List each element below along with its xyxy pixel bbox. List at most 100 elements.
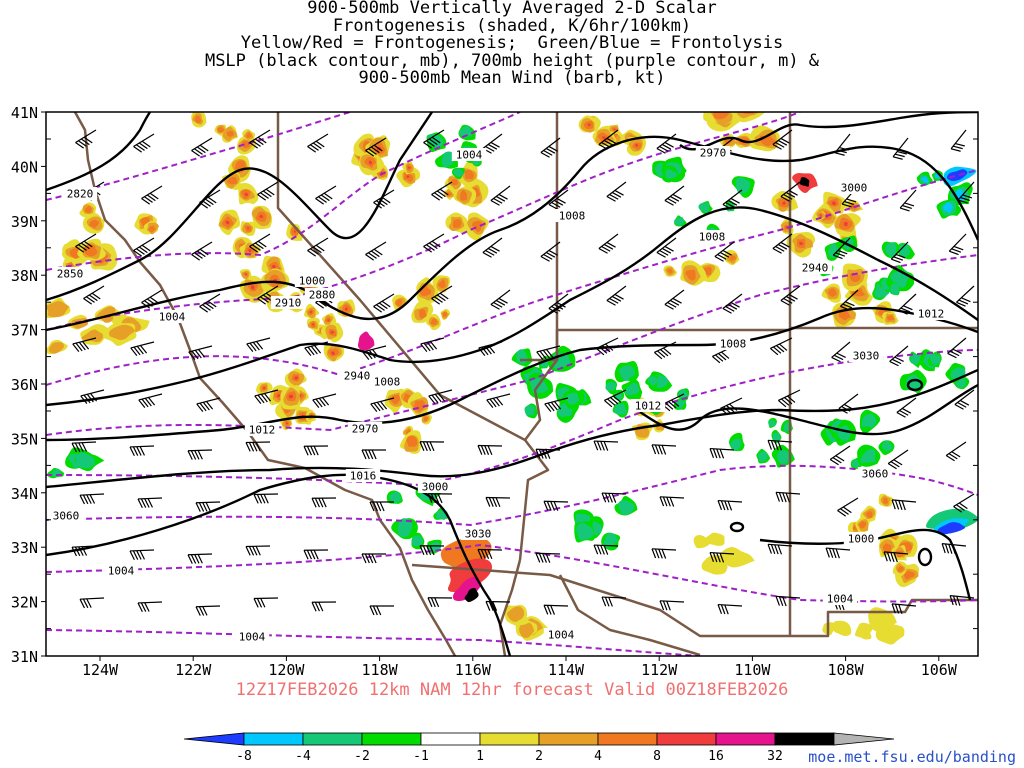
wind-barb [137, 601, 163, 613]
lat-label: 40N [11, 158, 38, 176]
frontogenesis-cell [450, 178, 459, 186]
frontogenesis-cell [357, 331, 375, 351]
contour-label: 1000 [848, 533, 875, 546]
contour-label: 1016 [350, 470, 377, 483]
colorbar-swatch [361, 732, 422, 746]
colorbar-swatch [774, 732, 835, 746]
frontogenesis-cell [262, 387, 266, 390]
wind-barb [307, 237, 329, 257]
frontogenesis-cell [327, 319, 330, 322]
contour-label-bg [304, 288, 340, 301]
frontogenesis-cell [937, 522, 966, 535]
lat-label: 34N [11, 485, 38, 503]
frontogenesis-cell [833, 620, 852, 636]
contour-label-bg [848, 349, 884, 362]
frontogenesis-cell [685, 269, 696, 281]
contour-label-bg [554, 209, 590, 222]
wind-barb [419, 545, 445, 556]
contour-label: 3030 [465, 528, 492, 541]
contour-label-bg [630, 399, 666, 412]
frontogenesis-cell [603, 533, 618, 548]
title-line-4: MSLP (black contour, mb), 700mb height (… [204, 50, 820, 71]
wind-barb [899, 189, 917, 212]
lon-label: 112W [641, 661, 678, 679]
lon-label: 122W [175, 661, 212, 679]
wind-barb [606, 285, 627, 306]
frontogenesis-cell [860, 449, 876, 463]
frontogenesis-cell [713, 112, 729, 120]
wind-barb [887, 449, 909, 470]
wind-barb [548, 189, 569, 210]
wind-barb [709, 551, 735, 563]
frontogenesis-cell [471, 220, 483, 233]
colorbar-swatch [538, 732, 599, 746]
wind-barb [423, 233, 445, 253]
frontogenesis-cell [693, 535, 711, 549]
contour-label-bg [48, 509, 84, 522]
colorbar-label: 4 [594, 749, 602, 764]
wind-barb [369, 605, 394, 616]
frontogenesis-cell [566, 392, 580, 405]
us-mexico-border [411, 563, 978, 638]
wind-barb [664, 289, 685, 310]
frontogenesis-cell [246, 132, 252, 138]
frontogenesis-cell [408, 166, 411, 169]
wind-barb [831, 341, 851, 363]
colorbar: -8 -4 -2 -1 1 2 4 8 16 32 [183, 732, 895, 764]
frontogenesis-cell [943, 202, 953, 214]
wind-barb [840, 289, 859, 311]
height-contour [46, 254, 978, 436]
height-contour [46, 112, 801, 331]
frontogenesis-cell [368, 160, 373, 165]
frontogenesis-cell [245, 273, 247, 276]
wind-barb [246, 337, 271, 353]
lon-label: 116W [455, 661, 492, 679]
contour-label: 1004 [456, 149, 483, 162]
contour-label: 1004 [827, 593, 854, 606]
frontogenesis-cell [729, 255, 736, 261]
state-borders [73, 112, 978, 656]
colorbar-swatch [597, 732, 658, 746]
frontogenesis-cell [723, 101, 736, 111]
frontogenesis-cell [838, 310, 851, 321]
contour-label: 1000 [299, 275, 326, 288]
wind-barb [957, 181, 975, 204]
frontogenesis-cell [464, 587, 479, 603]
frontogenesis-cell [226, 130, 234, 137]
frontogenesis-cell [634, 143, 638, 147]
contour-label: 1012 [918, 308, 945, 321]
frontogenesis-cell [395, 299, 403, 307]
wind-barb [199, 293, 221, 313]
wind-barb [249, 233, 271, 253]
wind-barb [780, 181, 801, 202]
frontogenesis-cell [602, 136, 606, 140]
frontogenesis-cell [108, 324, 136, 340]
frontogenesis-cell [397, 518, 413, 538]
frontogenesis-cell [75, 452, 95, 469]
colorbar-label: -8 [236, 749, 252, 764]
frontogenesis-cell [294, 376, 299, 380]
frontogenesis-cell [293, 230, 296, 233]
wind-barbs [71, 129, 975, 616]
title-line-3: Yellow/Red = Frontogenesis; Green/Blue =… [240, 33, 784, 54]
frontogenesis-cell [277, 393, 280, 398]
wind-barb [654, 341, 677, 360]
lon-label: 120W [268, 661, 305, 679]
wind-barb [596, 337, 619, 356]
wind-barb [535, 448, 561, 459]
sonora-coast [558, 574, 701, 656]
wind-barb [71, 441, 97, 453]
frontogenesis-cell [244, 192, 249, 197]
mslp-contour [759, 528, 972, 601]
wind-barb [315, 185, 337, 205]
frontogenesis-cell [618, 365, 636, 381]
wind-barb [370, 397, 395, 413]
wind-barb [778, 389, 801, 408]
source-url[interactable]: moe.met.fsu.edu/banding [808, 748, 1016, 766]
wind-barb [373, 189, 395, 209]
wind-barb [428, 389, 453, 405]
wind-barb [891, 603, 917, 614]
wind-barb [535, 552, 561, 563]
wind-barb [717, 499, 743, 511]
